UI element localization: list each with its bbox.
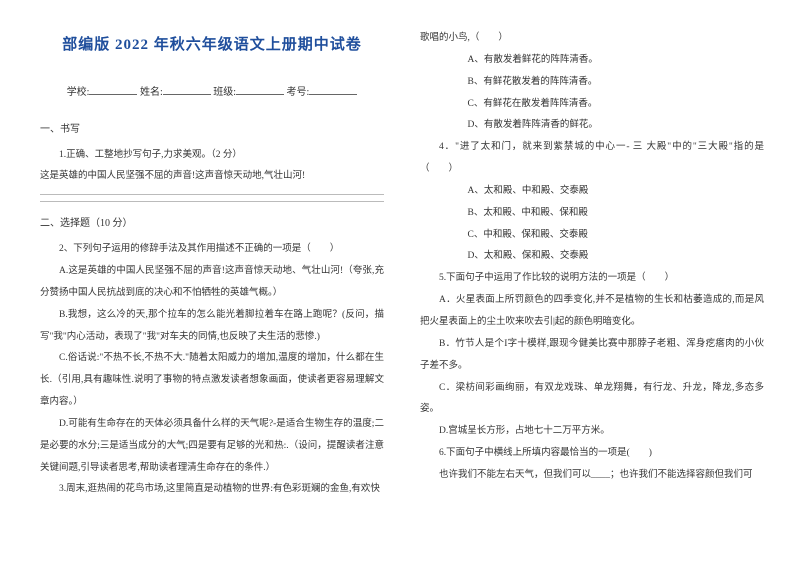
left-column: 部编版 2022 年秋六年级语文上册期中试卷 学校: 姓名: 班级: 考号: 一… <box>40 28 402 542</box>
blank-class <box>236 85 284 95</box>
q2: 2、下列句子运用的修辞手法及其作用描述不正确的一项是（ ） <box>40 239 384 261</box>
q5-option-b: B．竹节人是个I字十模样,跟现今健美比赛中那脖子老粗、浑身疙瘩肉的小伙子差不多。 <box>420 334 764 378</box>
q5: 5.下面句子中运用了作比较的说明方法的一项是（ ） <box>420 268 764 290</box>
q2-option-b: B.我想，这么冷的天,那个拉车的怎么能光着脚拉着车在路上跑呢？(反问，描写"我"… <box>40 305 384 349</box>
writing-line-2 <box>40 201 384 202</box>
section-2-heading: 二、选择题（10 分） <box>40 212 384 235</box>
exam-title: 部编版 2022 年秋六年级语文上册期中试卷 <box>40 28 384 63</box>
meta-name: 姓名: <box>140 87 163 98</box>
meta-school: 学校: <box>67 87 90 98</box>
q6-line: 也许我们不能左右天气，但我们可以____；也许我们不能选择容颜但我们可 <box>420 465 764 487</box>
q3-cont: 歌唱的小鸟,（ ） <box>420 28 764 50</box>
q5-option-c: C．梁枋间彩画绚丽，有双龙戏珠、单龙翔舞，有行龙、升龙，降龙,多态多姿。 <box>420 378 764 422</box>
meta-examno: 考号: <box>287 87 310 98</box>
q5-option-d: D.宫城呈长方形，占地七十二万平方米。 <box>420 421 764 443</box>
q5-option-a: A．火星表面上所罚颜色的四季变化,并不是植物的生长和枯萎造成的,而是风把火星表面… <box>420 290 764 334</box>
q1: 1.正确、工整地抄写句子,力求美观。（2 分） <box>40 145 384 167</box>
q3: 3.周末,逛热闹的花鸟市场,这里简直是动植物的世界:有色彩斑斓的金鱼,有欢快 <box>40 479 384 501</box>
writing-line-1 <box>40 194 384 195</box>
q4: 4．"进了太和门，就来到紫禁城的中心一- 三 大殿"中的"三大殿"指的是（ ） <box>420 137 764 181</box>
q4-option-d: D、太和殿、保和殿、交泰殿 <box>420 246 764 268</box>
q6: 6.下面句子中横线上所填内容最恰当的一项是( ) <box>420 443 764 465</box>
blank-examno <box>309 85 357 95</box>
right-column: 歌唱的小鸟,（ ） A、有散发着鲜花的阵阵清香。 B、有鲜花散发着的阵阵清香。 … <box>402 28 764 542</box>
q4-option-a: A、太和殿、中和殿、交泰殿 <box>420 181 764 203</box>
q4-option-b: B、太和殿、中和殿、保和殿 <box>420 203 764 225</box>
q1-copy-line: 这是英雄的中国人民坚强不屈的声音!这声音惊天动地,气壮山河! <box>40 166 384 188</box>
q3-option-b: B、有鲜花散发着的阵阵清香。 <box>420 72 764 94</box>
q2-option-c: C.俗话说:"不热不长,不热不大."随着太阳威力的增加,温度的增加，什么都在生长… <box>40 348 384 414</box>
blank-name <box>163 85 211 95</box>
meta-class: 班级: <box>213 87 236 98</box>
q3-option-a: A、有散发着鲜花的阵阵清香。 <box>420 50 764 72</box>
section-1-heading: 一、书写 <box>40 118 384 141</box>
q2-option-a: A.这是英雄的中国人民坚强不屈的声音!这声音惊天动地、气壮山河!（夸张,充分赞扬… <box>40 261 384 305</box>
q3-option-c: C、有鲜花在散发着阵阵清香。 <box>420 94 764 116</box>
q4-option-c: C、中和殿、保和殿、交泰殿 <box>420 225 764 247</box>
q3-option-d: D、有散发着阵阵清香的鲜花。 <box>420 115 764 137</box>
q2-option-d: D.可能有生命存在的天体必须具备什么样的天气呢?-是适合生物生存的温度;二是必要… <box>40 414 384 480</box>
blank-school <box>89 85 137 95</box>
meta-line: 学校: 姓名: 班级: 考号: <box>40 81 384 104</box>
